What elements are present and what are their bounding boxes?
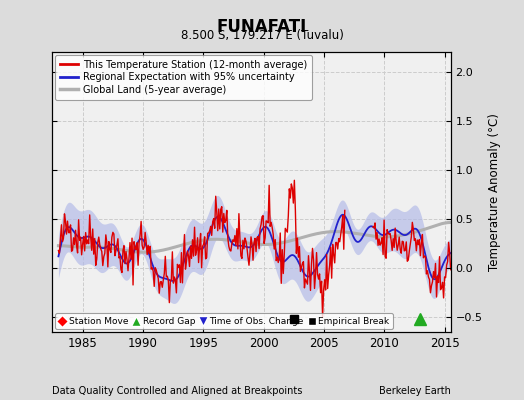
- Text: 8.500 S, 179.217 E (Tuvalu): 8.500 S, 179.217 E (Tuvalu): [181, 29, 343, 42]
- Legend: Station Move, Record Gap, Time of Obs. Change, Empirical Break: Station Move, Record Gap, Time of Obs. C…: [55, 313, 393, 329]
- Text: FUNAFATI: FUNAFATI: [217, 18, 307, 36]
- Text: Berkeley Earth: Berkeley Earth: [379, 386, 451, 396]
- Y-axis label: Temperature Anomaly (°C): Temperature Anomaly (°C): [488, 113, 501, 271]
- Text: Data Quality Controlled and Aligned at Breakpoints: Data Quality Controlled and Aligned at B…: [52, 386, 303, 396]
